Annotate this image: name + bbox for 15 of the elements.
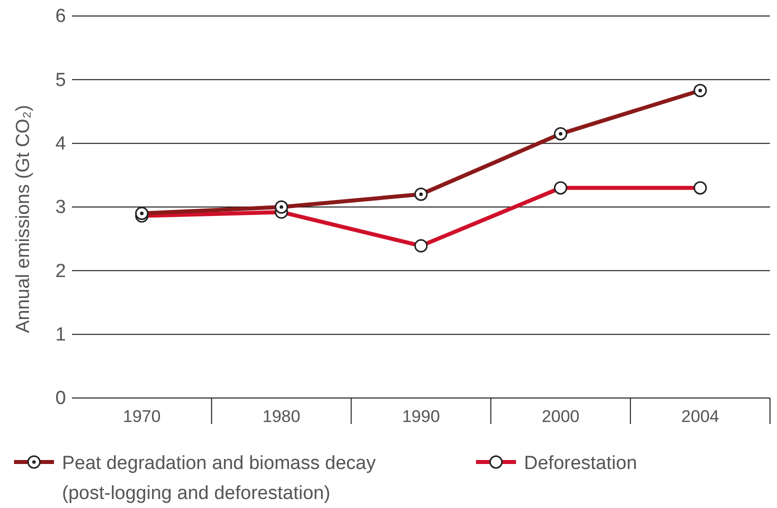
x-tick-label: 1990 [402,407,440,426]
y-tick-label: 3 [55,197,66,218]
y-tick-label: 0 [55,388,66,410]
y-tick-label: 4 [55,133,66,154]
y-tick-label: 1 [55,324,66,346]
x-tick-label: 1980 [262,407,300,426]
y-tick-label: 2 [55,260,66,282]
y-tick-label: 5 [55,70,66,91]
x-tick-label: 1970 [122,407,161,426]
x-tick-label: 2000 [542,407,580,426]
legend-label: Peat degradation and biomass decay (post-logging and deforestation) [62,453,376,504]
x-tick-label: 2004 [681,407,720,426]
y-tick-label: 6 [55,6,66,28]
legend-label: Deforestation [524,453,638,474]
y-axis-title: Annual emissions (Gt CO₂) [13,104,34,334]
